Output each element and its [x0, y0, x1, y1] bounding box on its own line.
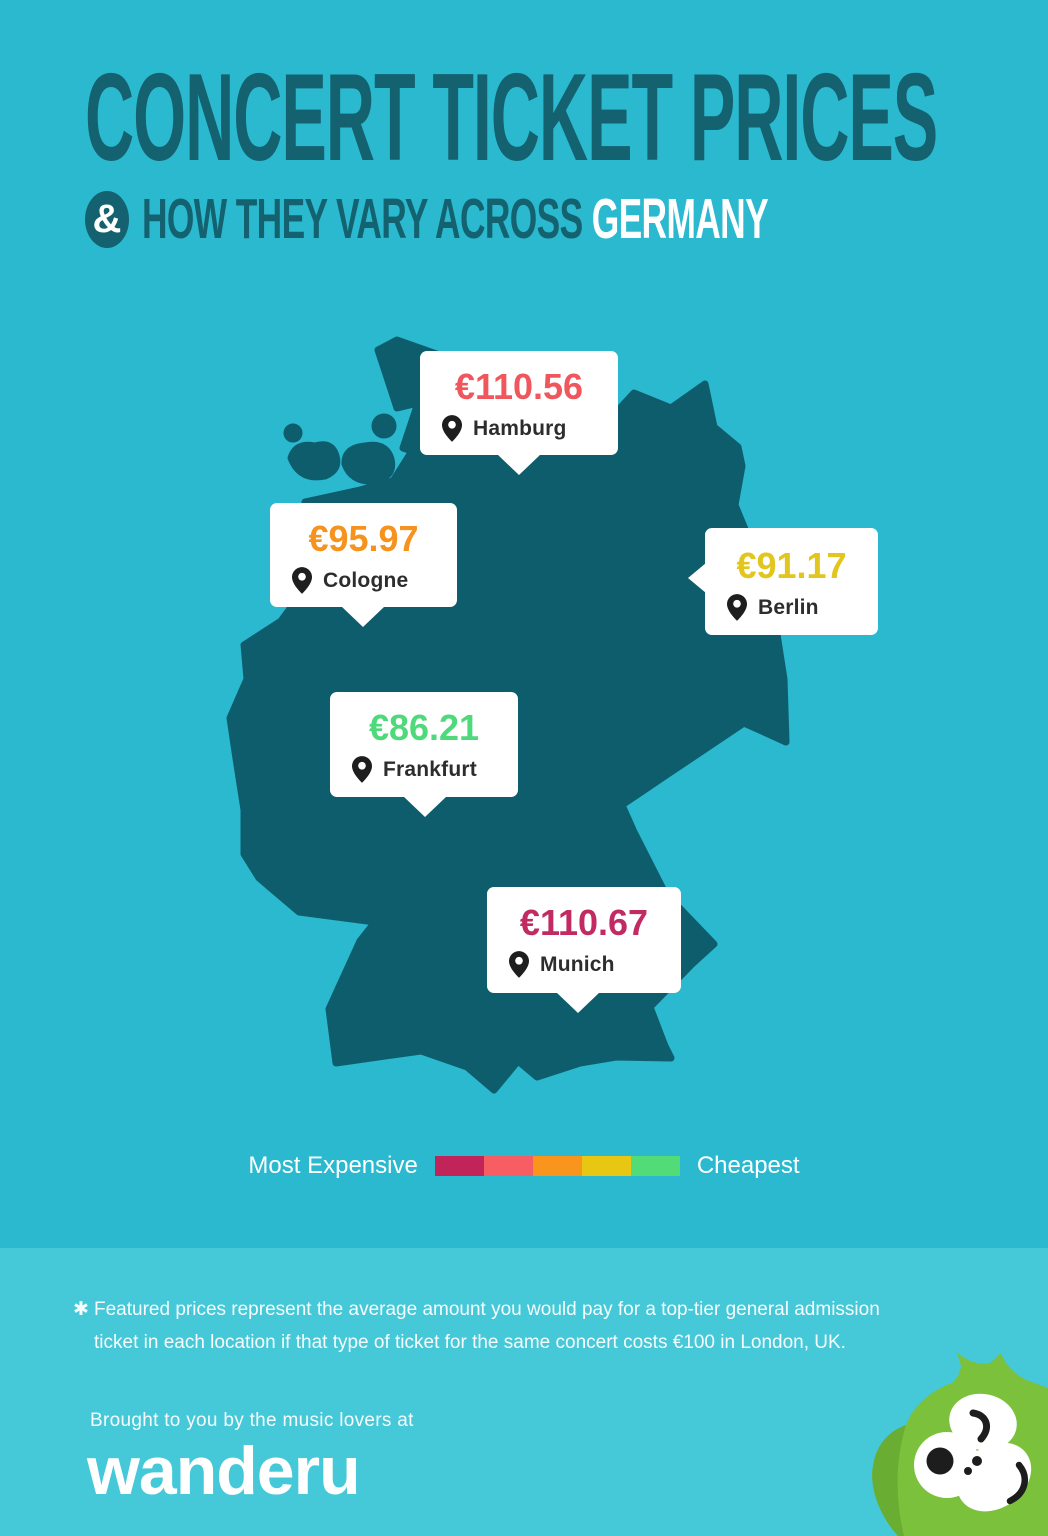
price-callout-cologne: €95.97 Cologne [270, 503, 457, 627]
ampersand-badge: & [85, 190, 129, 248]
legend-left-label: Most Expensive [248, 1152, 418, 1179]
city-label: Hamburg [473, 416, 567, 440]
asterisk-icon: ✱ [73, 1299, 89, 1320]
price-callout-frankfurt: €86.21 Frankfurt [330, 692, 518, 817]
legend-swatch [483, 1156, 533, 1176]
island-shape [341, 441, 396, 485]
price-callout-munich: €110.67 Munich [487, 887, 681, 1013]
price-value: €91.17 [736, 545, 847, 586]
price-callout-hamburg: €110.56 Hamburg [420, 351, 618, 475]
island-shape [283, 423, 303, 443]
subtitle-highlight: GERMANY [591, 186, 769, 251]
price-value: €110.67 [519, 902, 649, 943]
footnote: ✱ Featured prices represent the average … [73, 1293, 933, 1359]
city-label: Berlin [758, 595, 819, 619]
city-row: Hamburg [442, 415, 618, 442]
location-pin-icon [727, 594, 747, 621]
city-label: Munich [540, 952, 615, 976]
price-value: €110.56 [454, 366, 584, 407]
legend-swatch [630, 1156, 680, 1176]
wanderu-monkey-icon [872, 1352, 1048, 1536]
footnote-line1: Featured prices represent the average am… [94, 1299, 880, 1320]
location-pin-icon [509, 951, 529, 978]
city-label: Cologne [323, 568, 409, 592]
price-value: €95.97 [308, 518, 419, 559]
island-shape [287, 441, 341, 481]
legend-swatch [581, 1156, 631, 1176]
island-shape [371, 413, 397, 439]
location-pin-icon [352, 756, 372, 783]
city-row: Cologne [292, 567, 457, 594]
footer-tagline: Brought to you by the music lovers at [90, 1410, 414, 1431]
subtitle: & HOW THEY VARY ACROSS GERMANY [85, 190, 1048, 248]
price-callout-berlin: €91.17 Berlin [688, 528, 878, 635]
city-label: Frankfurt [383, 757, 477, 781]
subtitle-text: HOW THEY VARY ACROSS GERMANY [142, 190, 769, 248]
price-legend: Most Expensive Cheapest [0, 1152, 1048, 1180]
legend-swatch [532, 1156, 582, 1176]
city-row: Munich [509, 951, 681, 978]
page-title: CONCERT TICKET PRICES [85, 49, 938, 187]
footer-band [0, 1248, 1048, 1536]
legend-swatch [434, 1156, 484, 1176]
legend-right-label: Cheapest [696, 1152, 800, 1179]
legend-color-scale [434, 1156, 680, 1176]
location-pin-icon [292, 567, 312, 594]
footnote-line2: ticket in each location if that type of … [94, 1332, 846, 1353]
location-pin-icon [442, 415, 462, 442]
price-value: €86.21 [368, 707, 480, 748]
subtitle-prefix: HOW THEY VARY ACROSS [142, 186, 592, 251]
city-row: Frankfurt [352, 756, 518, 783]
brand-wordmark: wanderu [87, 1433, 361, 1509]
city-row: Berlin [727, 594, 878, 621]
